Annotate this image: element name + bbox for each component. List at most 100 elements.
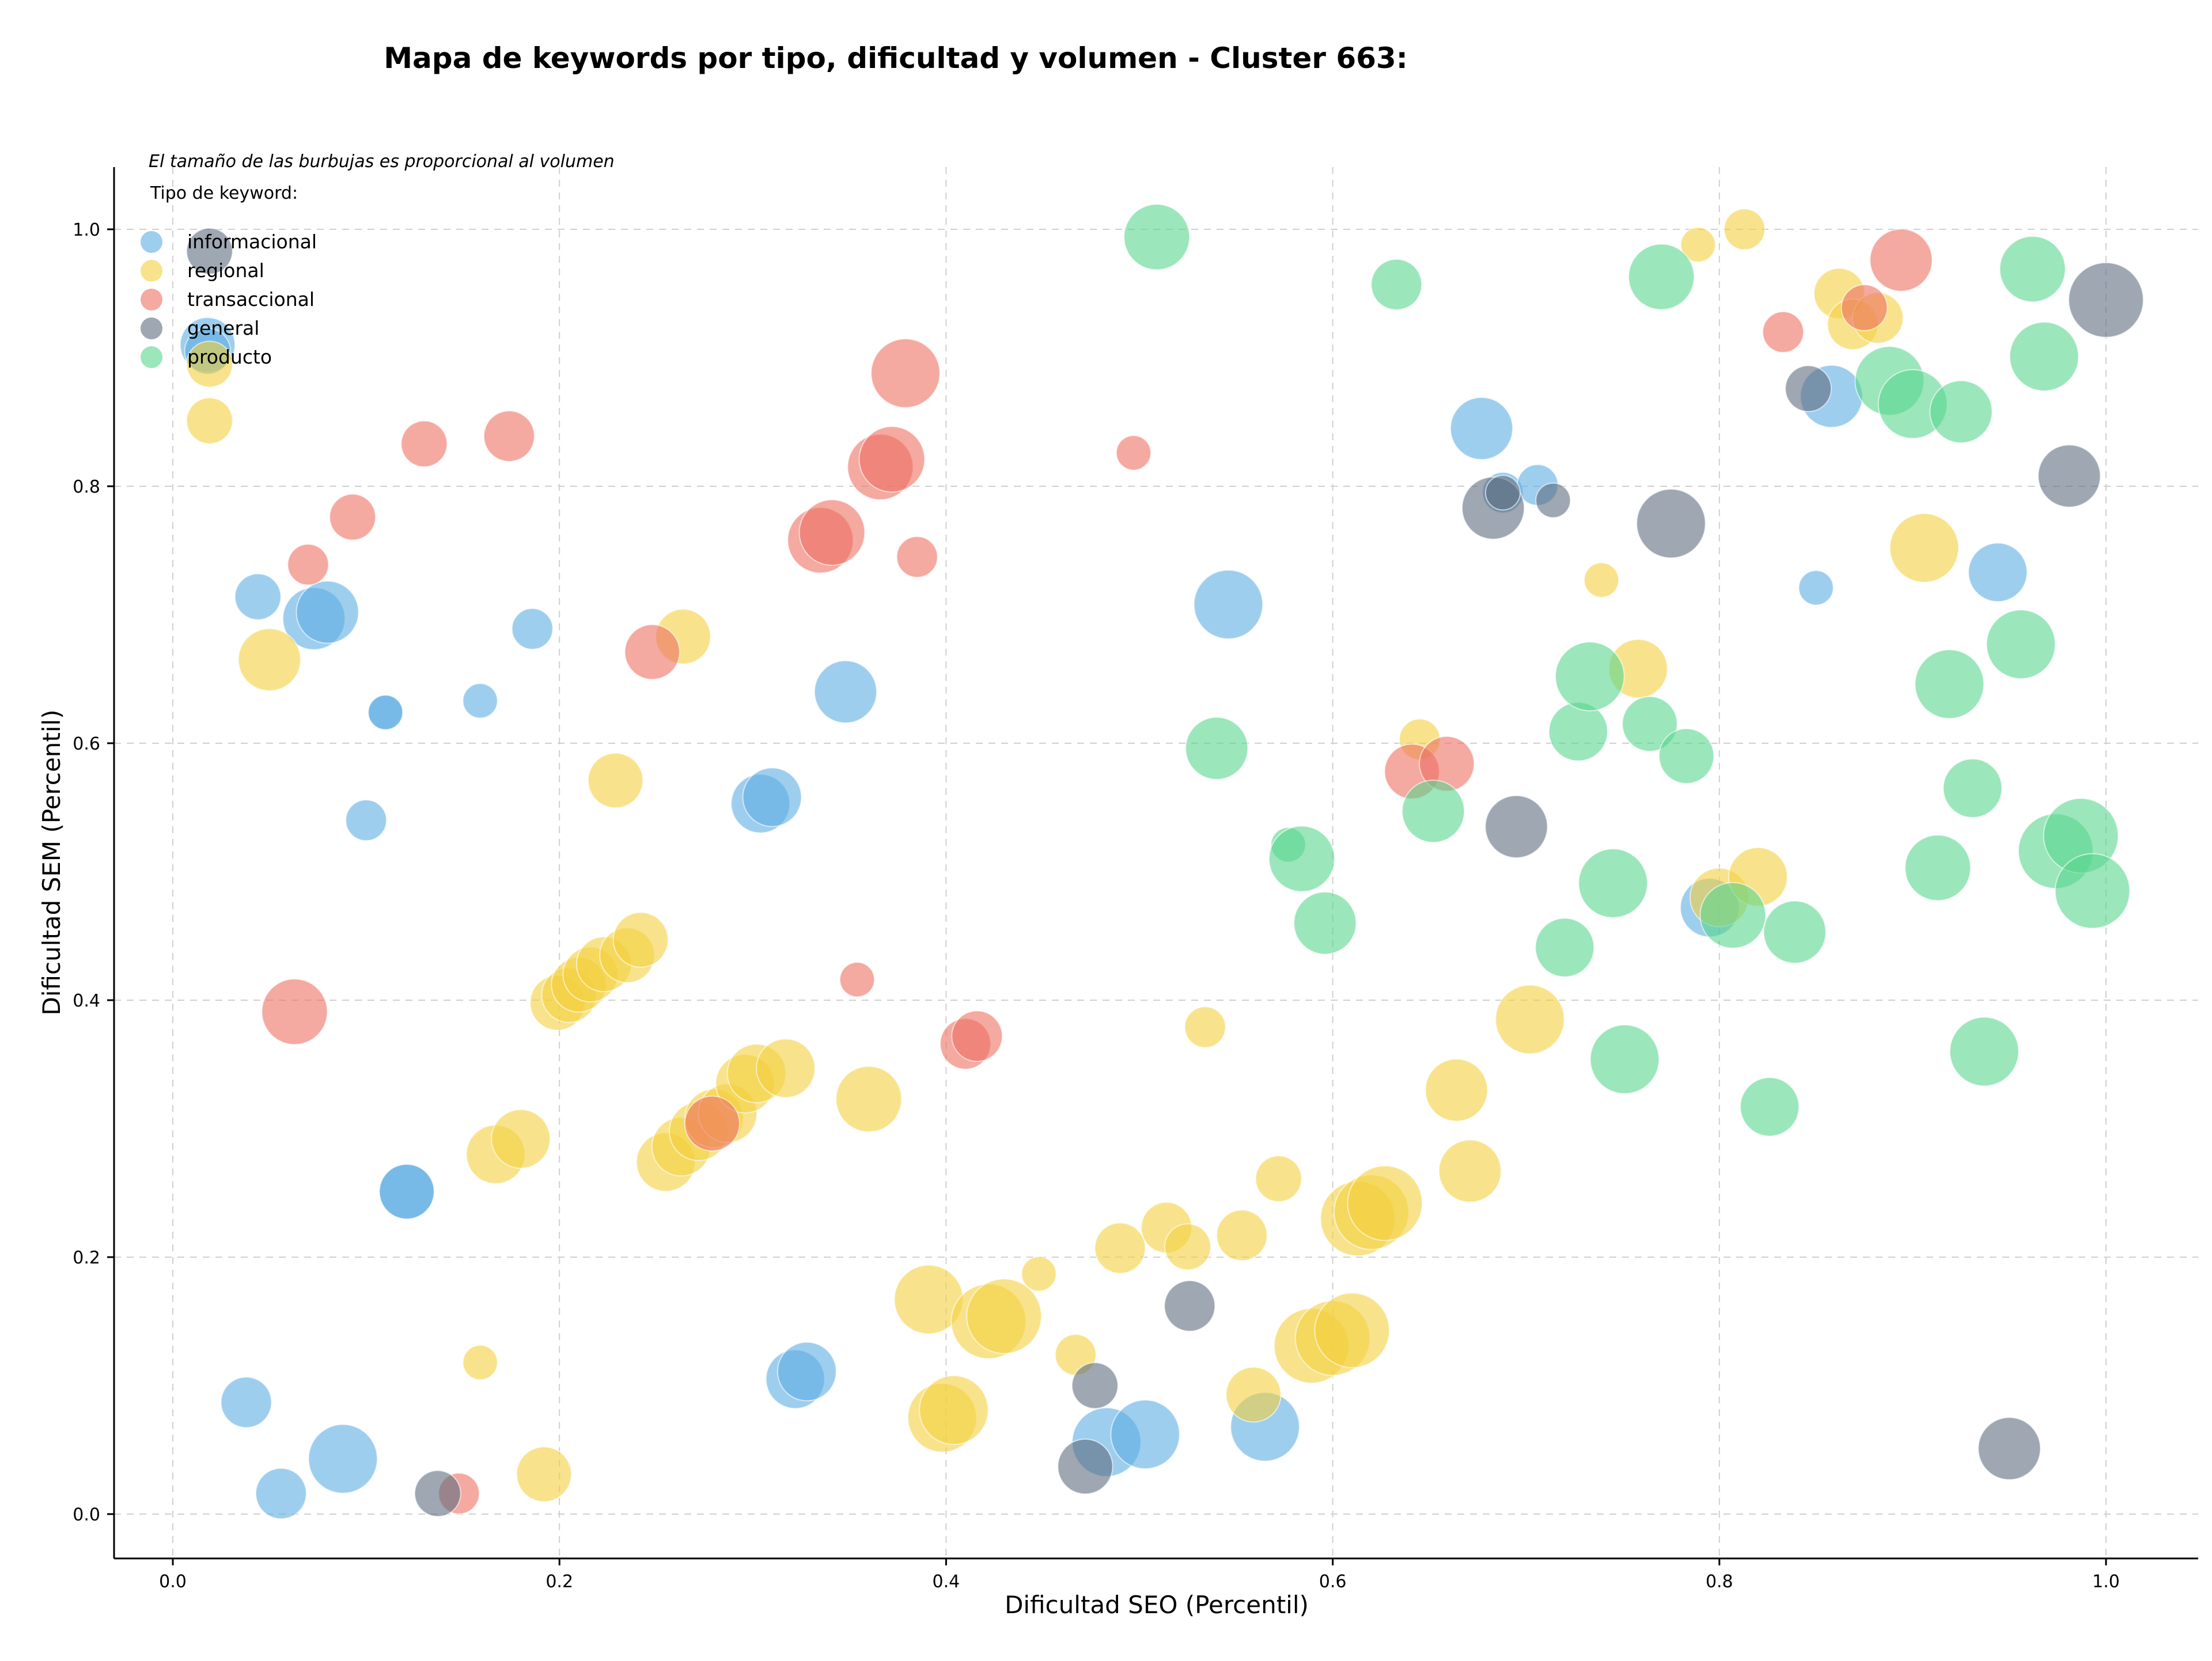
bubble-transaccional — [1762, 311, 1804, 353]
bubble-regional — [835, 1065, 903, 1133]
bubbles — [179, 203, 2144, 1520]
bubble-informacional — [255, 1467, 307, 1520]
legend-label-informacional: informacional — [187, 230, 317, 253]
bubble-informacional — [1798, 570, 1834, 606]
bubble-regional — [612, 911, 669, 968]
bubble-producto — [1763, 900, 1827, 964]
bubble-regional — [237, 628, 301, 691]
x-tick-label: 0.0 — [159, 1572, 187, 1592]
bubble-transaccional — [483, 410, 535, 462]
bubble-regional — [1495, 984, 1565, 1055]
bubble-regional — [1021, 1256, 1057, 1292]
legend-marker-transaccional — [141, 289, 162, 311]
legend-marker-informacional — [141, 231, 162, 253]
bubble-producto — [1548, 702, 1608, 762]
bubble-producto — [1370, 259, 1423, 311]
bubble-transaccional — [1840, 284, 1888, 331]
bubble-regional — [516, 1446, 573, 1503]
bubble-producto — [2054, 853, 2131, 929]
bubble-informacional — [1193, 569, 1264, 640]
bubble-producto — [1578, 848, 1648, 918]
bubble-regional — [756, 1038, 816, 1099]
bubble-regional — [1680, 226, 1716, 263]
x-tick-label: 1.0 — [2092, 1572, 2120, 1592]
bubble-general — [1636, 489, 1706, 559]
legend-label-transaccional: transaccional — [187, 288, 315, 311]
bubble-producto — [1914, 649, 1984, 720]
bubble-general — [2037, 444, 2101, 508]
bubble-transaccional — [870, 338, 941, 408]
bubble-transaccional — [400, 420, 448, 468]
bubble-regional — [1225, 1367, 1282, 1423]
bubble-regional — [1216, 1209, 1268, 1262]
bubble-regional — [966, 1278, 1042, 1354]
bubble-general — [1071, 1362, 1119, 1409]
bubble-informacional — [368, 694, 404, 731]
bubble-informacional — [1450, 396, 1513, 460]
bubble-transaccional — [951, 1010, 1003, 1062]
x-tick-label: 0.2 — [546, 1572, 573, 1592]
bubble-general — [1978, 1417, 2041, 1481]
bubble-size-note: El tamaño de las burbujas es proporciona… — [149, 152, 615, 172]
bubble-informacional — [813, 660, 877, 724]
bubble-general — [1535, 482, 1571, 519]
chart-title: Mapa de keywords por tipo, dificultad y … — [384, 41, 1407, 75]
bubble-general — [185, 228, 233, 275]
bubble-general — [2068, 262, 2144, 338]
bubble-producto — [1929, 380, 1993, 444]
bubble-producto — [2009, 321, 2080, 392]
bubble-regional — [185, 340, 233, 388]
bubble-producto — [1185, 716, 1249, 780]
bubble-regional — [587, 752, 644, 809]
bubble-transaccional — [329, 493, 376, 541]
bubble-general — [1785, 365, 1832, 413]
legend-marker-producto — [141, 346, 162, 368]
bubble-producto — [1942, 758, 2003, 818]
bubble-general — [1484, 475, 1521, 511]
bubble-transaccional — [684, 1095, 740, 1152]
y-tick-label: 0.2 — [73, 1248, 100, 1268]
bubble-informacional — [777, 1341, 837, 1402]
bubble-informacional — [220, 1376, 272, 1428]
bubble-regional — [1724, 208, 1766, 251]
bubble-regional — [1584, 562, 1620, 598]
bubble-transaccional — [1869, 228, 1933, 292]
ticks: 0.0 0.0 0.2 0.2 0.4 0.4 0.6 0.6 0.8 0.8 1.0 1.0 — [73, 220, 2120, 1592]
bubble-regional — [1094, 1222, 1146, 1274]
x-tick-label: 0.8 — [1706, 1572, 1733, 1592]
legend-label-general: general — [187, 317, 259, 339]
bubble-informacional — [296, 580, 359, 644]
bubble-regional — [919, 1375, 989, 1446]
axes — [113, 167, 2198, 1560]
bubble-general — [1484, 794, 1548, 858]
bubble-regional — [1347, 1165, 1423, 1242]
bubble-regional — [1255, 1155, 1302, 1202]
legend-marker-general — [141, 317, 162, 339]
legend-title: Tipo de keyword: — [150, 183, 298, 203]
legend-label-producto: producto — [187, 346, 272, 368]
bubble-producto — [1622, 695, 1678, 752]
bubble-informacional — [345, 799, 387, 842]
bubble-regional — [1184, 1006, 1226, 1049]
bubble-transaccional — [261, 978, 328, 1045]
y-tick-label: 1.0 — [73, 220, 100, 240]
bubble-regional — [1164, 1223, 1211, 1271]
bubble-producto — [1986, 609, 2056, 680]
bubble-producto — [1589, 1024, 1660, 1095]
bubble-regional — [185, 397, 233, 445]
bubble-informacional — [308, 1424, 378, 1494]
y-axis-label: Dificultad SEM (Percentil) — [37, 710, 66, 1016]
bubble-producto — [1402, 780, 1465, 843]
bubble-informacional — [462, 683, 498, 719]
x-tick-label: 0.4 — [933, 1572, 960, 1592]
bubble-producto — [1555, 641, 1625, 712]
bubble-regional — [1438, 1139, 1502, 1203]
bubble-producto — [1628, 243, 1695, 311]
bubble-general — [1164, 1280, 1216, 1332]
legend: informacional regional transaccional genera… — [141, 230, 317, 368]
bubble-transaccional — [798, 499, 866, 566]
bubble-producto — [1123, 203, 1191, 271]
bubble-informacional — [511, 608, 554, 650]
bubble-transaccional — [858, 426, 926, 493]
bubble-producto — [1268, 825, 1335, 892]
